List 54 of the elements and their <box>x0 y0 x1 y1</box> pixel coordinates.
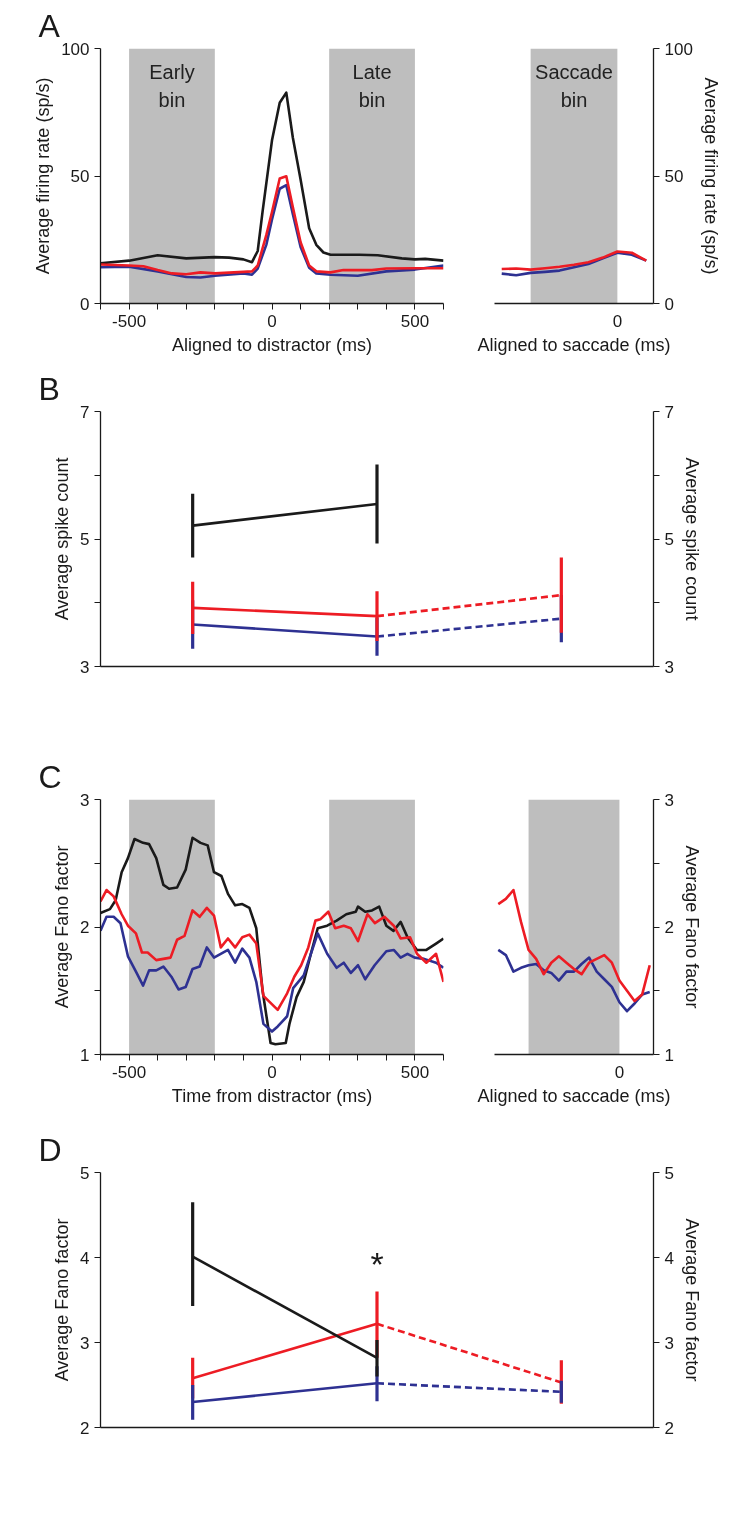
y-tick-label: 2 <box>80 1418 90 1438</box>
x-tick-label: -500 <box>112 1062 147 1082</box>
x-tick-label: 0 <box>267 1062 277 1082</box>
y2-axis-title: Average firing rate (sp/s) <box>700 77 721 275</box>
x-tick-label: 500 <box>400 1062 430 1082</box>
y-tick-label: 50 <box>70 167 90 186</box>
y-tick-label: 5 <box>80 1163 90 1183</box>
x-tick-label: 0 <box>267 311 277 331</box>
x-tick-label: 0 <box>612 311 623 331</box>
y2-tick-label: 3 <box>664 657 674 677</box>
y2-tick-label: 5 <box>664 530 674 549</box>
x-axis-title: Aligned to saccade (ms) <box>477 334 671 355</box>
y2-tick-label: 0 <box>664 294 674 314</box>
y2-tick-label: 1 <box>664 1045 674 1065</box>
y-tick-label: 1 <box>80 1045 90 1065</box>
x-tick-label: -500 <box>112 311 147 331</box>
y-tick-label: 3 <box>80 1333 90 1353</box>
y-axis-title: Average Fano factor <box>52 1218 73 1382</box>
y2-tick-label: 3 <box>664 1333 674 1353</box>
annotation: Saccade bin <box>535 60 613 111</box>
y2-tick-label: 100 <box>664 39 693 59</box>
y2-tick-label: 7 <box>664 402 674 422</box>
x-tick-label: 500 <box>400 311 430 331</box>
y-tick-label: 2 <box>80 918 90 937</box>
y2-axis-title: Average Fano factor <box>681 845 702 1009</box>
chart-title: B <box>38 370 60 407</box>
y2-tick-label: 50 <box>664 167 684 186</box>
y-axis-title: Average firing rate (sp/s) <box>33 77 54 275</box>
x-tick-label: 0 <box>614 1062 625 1082</box>
y2-tick-label: 4 <box>664 1248 674 1268</box>
y2-tick-label: 5 <box>664 1163 674 1183</box>
y2-axis-title: Average spike count <box>681 457 702 621</box>
band-label: Late bin <box>352 60 392 111</box>
y-tick-label: 3 <box>80 657 90 677</box>
y2-tick-label: 3 <box>664 790 674 810</box>
y-tick-label: 5 <box>80 530 90 549</box>
chart-title: A <box>38 7 61 44</box>
chart-title: C <box>38 758 62 795</box>
chart-title: D <box>38 1131 62 1168</box>
y2-tick-label: 2 <box>664 1418 674 1438</box>
x-axis-title: Time from distractor (ms) <box>171 1085 373 1106</box>
y-tick-label: 100 <box>61 39 90 59</box>
y-axis-title: Average Fano factor <box>52 845 73 1009</box>
band-label: Early bin <box>149 60 195 111</box>
y2-tick-label: 2 <box>664 918 674 937</box>
x-axis-title: Aligned to saccade (ms) <box>477 1085 671 1106</box>
y-tick-label: 3 <box>80 790 90 810</box>
y-axis-title: Average spike count <box>52 457 73 621</box>
y2-axis-title: Average Fano factor <box>681 1218 702 1382</box>
x-axis-title: Aligned to distractor (ms) <box>171 334 373 355</box>
y-tick-label: 0 <box>80 294 90 314</box>
y-tick-label: 7 <box>80 402 90 422</box>
y-tick-label: 4 <box>80 1248 90 1268</box>
annotation: * <box>370 1245 384 1284</box>
